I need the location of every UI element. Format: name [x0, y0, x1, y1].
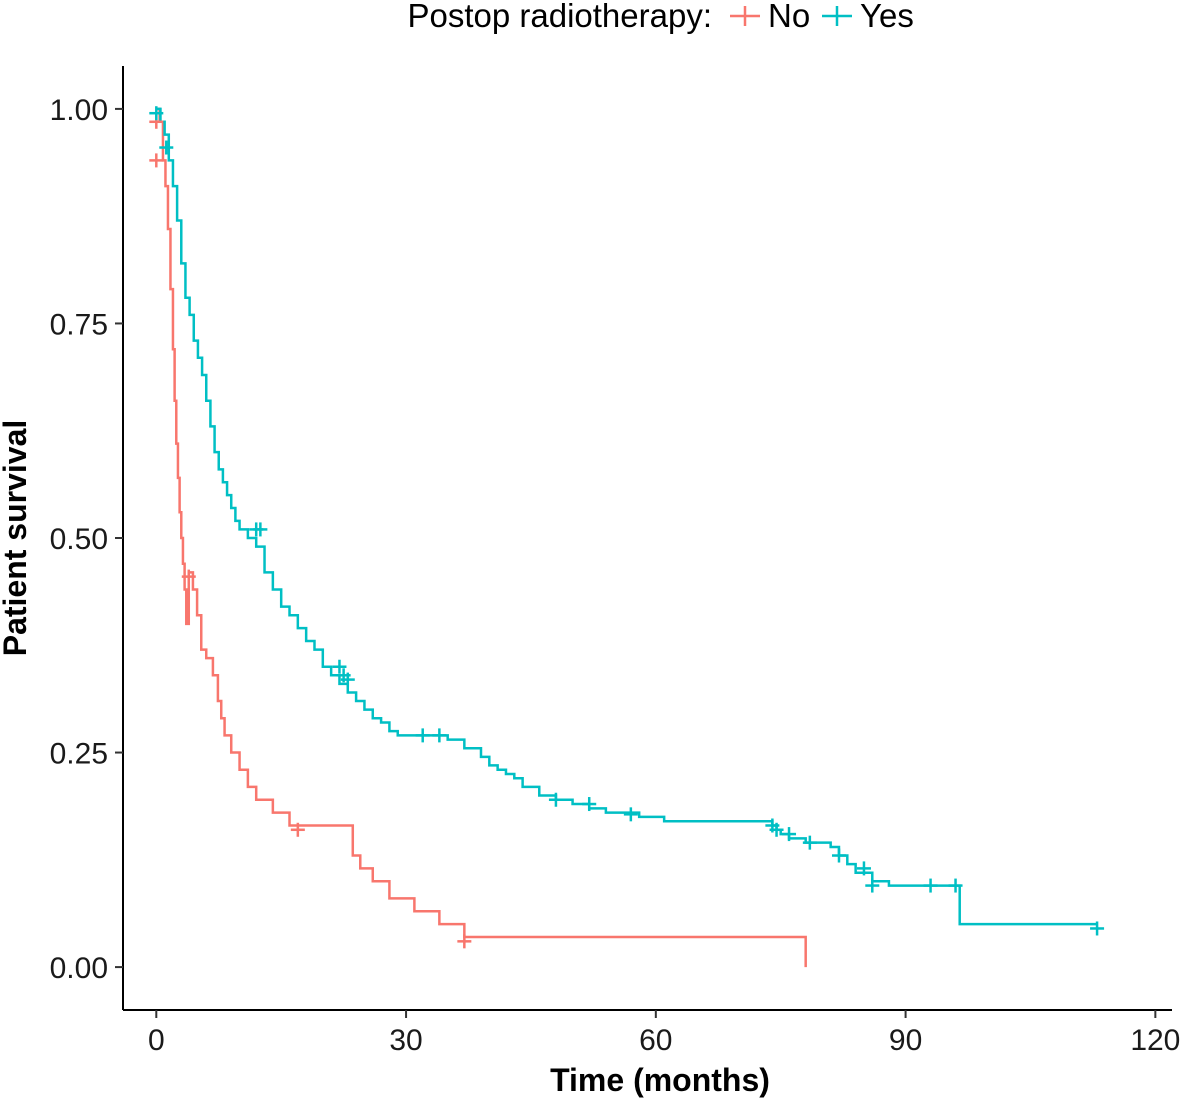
- censor-mark-yes: [253, 522, 268, 537]
- legend-key-yes: Yes: [822, 0, 914, 34]
- legend: Postop radiotherapy: No Yes: [407, 0, 913, 34]
- censor-mark-yes: [548, 792, 563, 807]
- x-tick-label: 120: [1130, 1024, 1180, 1057]
- y-axis-title: Patient survival: [0, 420, 33, 657]
- censor-mark-yes: [332, 659, 347, 674]
- plot-area: [149, 106, 1105, 968]
- x-tick-label: 90: [889, 1024, 922, 1057]
- y-tick-label: 1.00: [50, 94, 108, 127]
- censor-mark-yes: [582, 797, 597, 812]
- y-tick-label: 0.00: [50, 952, 108, 985]
- censor-mark-yes: [865, 878, 880, 893]
- x-tick-label: 0: [148, 1024, 165, 1057]
- censor-mark-yes: [432, 728, 447, 743]
- survival-curve-no: [156, 107, 807, 968]
- censor-mark-yes: [831, 848, 846, 863]
- x-tick-label: 30: [389, 1024, 422, 1057]
- legend-label: No: [768, 0, 810, 34]
- censor-mark-yes: [782, 827, 797, 842]
- x-axis-title: Time (months): [550, 1062, 770, 1098]
- censor-mark-no: [149, 153, 164, 168]
- censor-mark-no: [290, 822, 305, 837]
- legend-label: Yes: [860, 0, 914, 34]
- censor-mark-yes: [856, 861, 871, 876]
- legend-key-no: No: [730, 0, 810, 34]
- y-tick-label: 0.25: [50, 738, 108, 771]
- censor-mark-yes: [769, 822, 784, 837]
- survival-curve-yes: [156, 107, 1098, 926]
- censor-mark-no: [181, 569, 196, 584]
- censor-mark-yes: [415, 728, 430, 743]
- censor-mark-yes: [340, 672, 355, 687]
- legend-title: Postop radiotherapy:: [407, 0, 712, 34]
- censor-mark-yes: [159, 140, 174, 155]
- censor-mark-no: [457, 934, 472, 949]
- censor-mark-yes: [1090, 921, 1105, 936]
- censor-mark-yes: [149, 106, 164, 121]
- y-tick-label: 0.50: [50, 523, 108, 556]
- censor-mark-yes: [948, 878, 963, 893]
- x-tick-label: 60: [639, 1024, 672, 1057]
- censor-mark-yes: [802, 835, 817, 850]
- censor-mark-yes: [623, 807, 638, 822]
- censor-mark-yes: [923, 878, 938, 893]
- y-tick-label: 0.75: [50, 308, 108, 341]
